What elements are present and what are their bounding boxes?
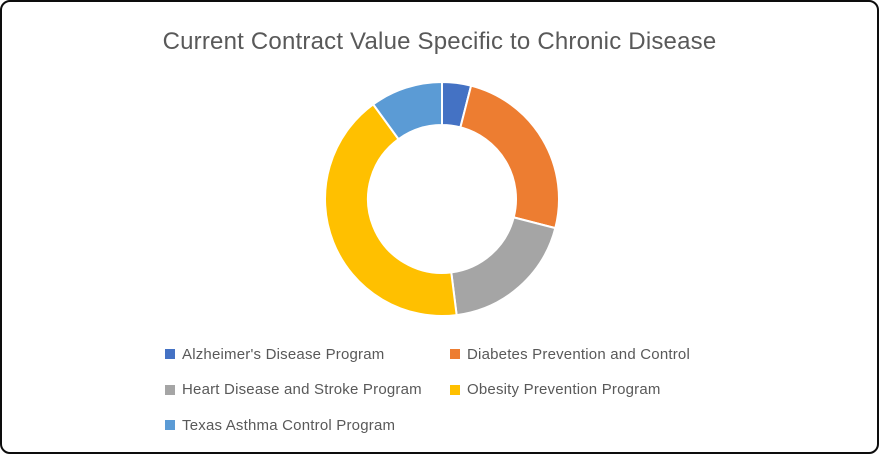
chart-title: Current Contract Value Specific to Chron…	[162, 28, 717, 55]
legend-swatch-icon	[165, 420, 175, 430]
legend-label: Alzheimer's Disease Program	[182, 345, 385, 363]
legend-swatch-icon	[165, 384, 175, 395]
legend-swatch-icon	[450, 384, 460, 395]
legend-label: Texas Asthma Control Program	[182, 416, 396, 434]
donut-slice-diabetes-prevention-and-control[interactable]	[459, 84, 560, 230]
donut-slice-obesity-prevention-program[interactable]	[324, 103, 458, 317]
legend-label: Diabetes Prevention and Control	[467, 345, 690, 363]
donut-slice-heart-disease-and-stroke-program[interactable]	[450, 216, 557, 317]
legend-item-heart-disease-and-stroke-program[interactable]: Heart Disease and Stroke Program	[165, 381, 422, 399]
legend-item-texas-asthma-control-program[interactable]: Texas Asthma Control Program	[165, 416, 395, 434]
legend-item-alzheimer-s-disease-program[interactable]: Alzheimer's Disease Program	[165, 345, 385, 363]
donut-slice-texas-asthma-control-program[interactable]	[372, 81, 443, 141]
legend-label: Heart Disease and Stroke Program	[182, 381, 422, 398]
legend-item-obesity-prevention-program[interactable]: Obesity Prevention Program	[450, 381, 661, 399]
legend-swatch-icon	[450, 349, 460, 359]
legend-label: Obesity Prevention Program	[467, 381, 661, 398]
legend-item-diabetes-prevention-and-control[interactable]: Diabetes Prevention and Control	[450, 345, 690, 363]
legend-swatch-icon	[165, 349, 175, 359]
